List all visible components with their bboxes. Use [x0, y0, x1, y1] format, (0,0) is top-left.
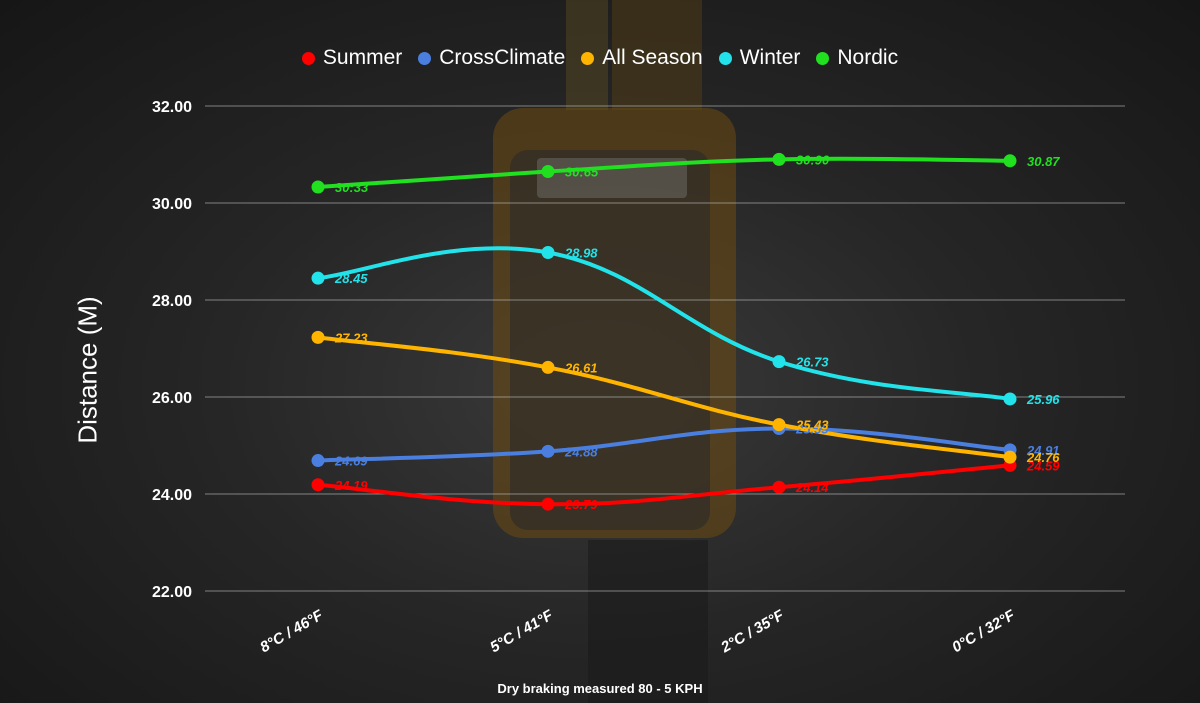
data-label-winter: 26.73: [795, 355, 829, 370]
data-point-nordic: [541, 164, 555, 178]
data-label-nordic: 30.87: [1027, 154, 1060, 169]
series-line-nordic: [316, 156, 1012, 189]
series-line-crossclimate: [316, 426, 1012, 463]
data-label-summer: 24.19: [334, 478, 368, 493]
data-label-all-season: 26.61: [564, 360, 598, 375]
data-point-winter: [311, 271, 325, 285]
legend-swatch: [816, 51, 830, 65]
data-label-nordic: 30:90: [796, 152, 830, 167]
data-point-all-season: [1003, 450, 1017, 464]
series-lines: [316, 156, 1012, 507]
data-point-nordic: [772, 152, 786, 166]
data-point-all-season: [311, 330, 325, 344]
legend-swatch: [301, 51, 315, 65]
data-label-winter: 28.98: [564, 245, 598, 260]
y-axis-label: Distance (M): [72, 296, 103, 444]
data-point-summer: [772, 480, 786, 494]
series-line-winter: [316, 246, 1012, 401]
y-tick-label: 24.00: [152, 487, 192, 504]
data-labels: 24.19 23.79 24.14 24.59 24.69 24.88 25.35 24.91…: [334, 152, 1060, 512]
gridlines: [205, 105, 1125, 592]
data-label-nordic: 30:33: [335, 180, 369, 195]
data-label-crossclimate: 25.35: [795, 422, 829, 437]
legend-label: All Season: [602, 46, 703, 69]
legend-label: Summer: [322, 46, 403, 69]
data-label-crossclimate: 24.88: [564, 444, 598, 459]
series-line-all-season: [316, 335, 1012, 460]
data-point-crossclimate: [541, 444, 555, 458]
series-line-summer: [316, 463, 1012, 507]
data-point-nordic: [311, 180, 325, 194]
legend-item-crossclimate: CrossClimate: [418, 46, 565, 70]
data-point-all-season: [772, 418, 786, 432]
y-tick-label: 22.00: [152, 584, 192, 601]
data-point-all-season: [541, 360, 555, 374]
legend-swatch: [581, 51, 595, 65]
data-label-all-season: 25.43: [795, 418, 829, 433]
data-point-summer: [311, 478, 325, 492]
legend: Summer CrossClimate All Season Winter Nordic: [0, 46, 1200, 70]
y-tick-label: 26.00: [152, 390, 192, 407]
data-label-crossclimate: 24.91: [1026, 443, 1060, 458]
legend-swatch: [418, 51, 432, 65]
footnote: Dry braking measured 80 - 5 KPH: [497, 681, 703, 696]
data-point-winter: [541, 245, 555, 259]
data-label-crossclimate: 24.69: [334, 454, 368, 469]
x-tick-label: 8°C / 46°F: [257, 606, 326, 656]
y-axis-ticks: 22.00 24.00 26.00 28.00 30.00 32.00: [152, 99, 192, 601]
y-tick-label: 28.00: [152, 293, 192, 310]
legend-item-winter: Winter: [718, 46, 801, 70]
y-tick-label: 30.00: [152, 196, 192, 213]
x-tick-label: 2°C / 35°F: [717, 606, 787, 656]
legend-label: Winter: [739, 46, 801, 69]
data-label-summer: 23.79: [564, 497, 598, 512]
data-point-winter: [1003, 392, 1017, 406]
data-point-nordic: [1003, 154, 1017, 168]
data-point-crossclimate: [311, 454, 325, 468]
legend-swatch: [718, 51, 732, 65]
data-label-summer: 24.14: [795, 480, 829, 495]
x-tick-label: 5°C / 41°F: [487, 606, 556, 656]
legend-label: Nordic: [837, 46, 899, 69]
data-label-all-season: 24.76: [1026, 450, 1060, 465]
data-label-winter: 25.96: [1026, 392, 1060, 407]
legend-item-nordic: Nordic: [816, 46, 898, 70]
data-point-winter: [772, 355, 786, 369]
y-tick-label: 32.00: [152, 99, 192, 116]
x-axis-ticks: 8°C / 46°F 5°C / 41°F 2°C / 35°F 0°C / 32°F: [257, 606, 1018, 656]
legend-label: CrossClimate: [439, 46, 566, 69]
legend-item-summer: Summer: [301, 46, 403, 70]
data-label-winter: 28.45: [334, 271, 368, 286]
data-points: [311, 152, 1017, 511]
data-label-nordic: 30:65: [565, 164, 599, 179]
data-point-summer: [541, 497, 555, 511]
x-tick-label: 0°C / 32°F: [949, 606, 1018, 656]
data-label-summer: 24.59: [1026, 458, 1060, 473]
legend-item-all-season: All Season: [581, 46, 703, 70]
data-label-all-season: 27.23: [334, 330, 368, 345]
